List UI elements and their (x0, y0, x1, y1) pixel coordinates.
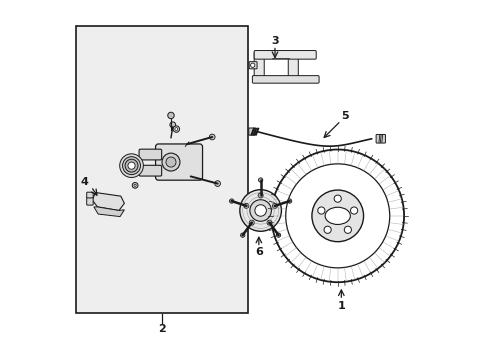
Circle shape (311, 190, 363, 242)
Circle shape (239, 190, 281, 231)
Circle shape (134, 184, 136, 186)
Circle shape (276, 233, 280, 237)
FancyBboxPatch shape (139, 165, 162, 176)
Circle shape (258, 193, 263, 198)
Polygon shape (94, 207, 124, 217)
Circle shape (214, 181, 220, 186)
Circle shape (175, 128, 178, 131)
FancyBboxPatch shape (248, 128, 255, 135)
Text: 2: 2 (158, 324, 165, 334)
Circle shape (333, 195, 341, 202)
Circle shape (266, 220, 271, 225)
FancyBboxPatch shape (139, 149, 162, 160)
Text: 1: 1 (337, 301, 345, 311)
Circle shape (244, 203, 248, 208)
FancyBboxPatch shape (254, 50, 316, 59)
Text: 3: 3 (271, 36, 278, 46)
Text: 6: 6 (254, 247, 262, 257)
Circle shape (249, 220, 254, 225)
Circle shape (249, 200, 271, 221)
FancyBboxPatch shape (287, 51, 298, 79)
Circle shape (173, 126, 179, 132)
FancyBboxPatch shape (252, 76, 319, 83)
Circle shape (317, 207, 325, 214)
Circle shape (122, 157, 140, 175)
FancyBboxPatch shape (249, 62, 257, 69)
FancyBboxPatch shape (375, 134, 385, 143)
FancyBboxPatch shape (155, 144, 202, 180)
Circle shape (324, 226, 330, 233)
Circle shape (350, 207, 357, 214)
Circle shape (167, 112, 174, 119)
Circle shape (120, 154, 143, 177)
Circle shape (165, 157, 176, 167)
Text: 4: 4 (81, 177, 89, 187)
Circle shape (132, 183, 138, 188)
Circle shape (209, 134, 215, 140)
Ellipse shape (325, 207, 349, 225)
Circle shape (162, 153, 180, 171)
Circle shape (125, 159, 138, 172)
Circle shape (258, 178, 262, 182)
Circle shape (272, 203, 277, 208)
Polygon shape (92, 193, 124, 211)
Circle shape (344, 226, 351, 233)
Circle shape (287, 199, 291, 203)
Circle shape (169, 122, 175, 128)
FancyBboxPatch shape (86, 192, 93, 198)
Circle shape (128, 162, 135, 169)
FancyBboxPatch shape (86, 197, 93, 205)
Bar (76, 26, 247, 313)
Circle shape (254, 205, 266, 216)
FancyBboxPatch shape (254, 51, 264, 79)
Text: 5: 5 (340, 111, 347, 121)
Circle shape (240, 233, 244, 237)
Circle shape (250, 63, 254, 67)
Circle shape (229, 199, 233, 203)
